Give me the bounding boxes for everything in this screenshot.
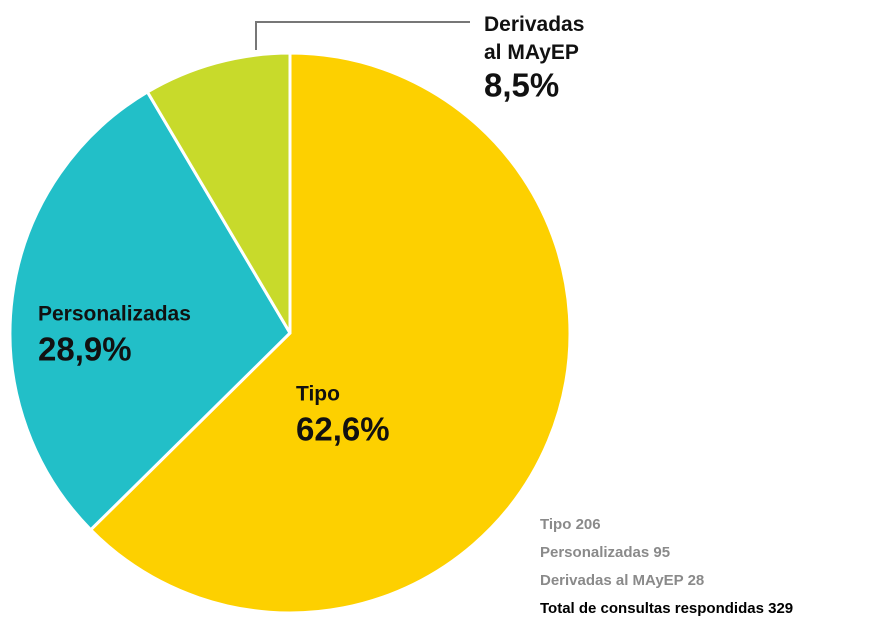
slice-label: Personalizadas [38,303,191,326]
legend-count: 28 [688,572,705,589]
legend-name: Tipo [540,516,571,533]
slice-percent: 62,6% [296,411,390,448]
leader-line [255,21,470,50]
slice-label: Tipo [296,383,340,406]
slice-label: Derivadas al MAyEP [484,13,584,64]
slice-percent: 8,5% [484,67,559,104]
legend-name: Derivadas al MAyEP [540,572,684,589]
total-value: 329 [768,600,793,617]
pie-slice [8,90,292,532]
total-label: Total de consultas respondidas [540,600,764,617]
legend-count: 206 [576,516,601,533]
legend-entry: Personalizadas 95 [540,544,670,561]
pie-slice [89,51,572,615]
legend-entry: Derivadas al MAyEP 28 [540,572,704,589]
slice-percent: 28,9% [38,331,132,368]
legend-count: 95 [653,544,670,561]
legend-entry: Tipo 206 [540,516,601,533]
legend-name: Personalizadas [540,544,649,561]
pie-slice [145,51,292,335]
legend-total: Total de consultas respondidas 329 [540,600,793,617]
